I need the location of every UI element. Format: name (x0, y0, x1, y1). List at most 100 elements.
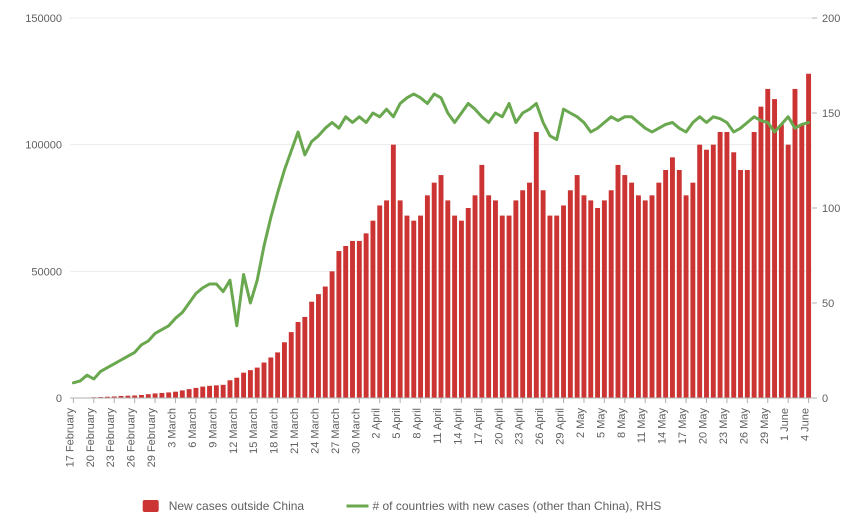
bar (547, 216, 552, 398)
x-tick-label: 26 February (126, 408, 138, 468)
x-tick-label: 14 May (657, 408, 669, 445)
bar (391, 145, 396, 398)
bar (452, 216, 457, 398)
bar (302, 317, 307, 398)
bar (289, 332, 294, 398)
x-tick-label: 21 March (289, 408, 301, 454)
y-right-tick-label: 100 (822, 203, 840, 215)
legend-label: New cases outside China (169, 499, 305, 513)
bar (241, 373, 246, 398)
bar (616, 165, 621, 398)
legend-swatch-bar (143, 500, 159, 512)
bar (282, 342, 287, 398)
bar (799, 124, 804, 398)
bar (309, 302, 314, 398)
bar (187, 389, 192, 398)
x-tick-label: 20 April (493, 408, 505, 445)
x-tick-label: 2 May (575, 408, 587, 438)
bar (173, 392, 178, 398)
bar (275, 352, 280, 398)
y-left-tick-label: 100000 (25, 140, 62, 152)
x-tick-label: 29 February (146, 408, 158, 468)
bar (166, 392, 171, 398)
bar (758, 107, 763, 398)
bar (296, 322, 301, 398)
x-tick-label: 18 March (269, 408, 281, 454)
x-tick-label: 11 May (636, 408, 648, 444)
bar (690, 183, 695, 398)
x-tick-label: 17 February (64, 408, 76, 468)
legend-label: # of countries with new cases (other tha… (373, 499, 662, 513)
bar (473, 195, 478, 398)
bar (684, 195, 689, 398)
bar (527, 183, 532, 398)
x-tick-label: 3 March (167, 408, 179, 448)
bar (629, 183, 634, 398)
bar (711, 145, 716, 398)
bar (323, 287, 328, 398)
bar (228, 380, 233, 398)
bar (656, 183, 661, 398)
bar (772, 99, 777, 398)
bar (650, 195, 655, 398)
bar (214, 385, 219, 398)
bar (765, 89, 770, 398)
bar (554, 216, 559, 398)
x-tick-label: 26 May (738, 408, 750, 445)
y-right-tick-label: 0 (822, 393, 828, 405)
bar (411, 221, 416, 398)
bar (595, 208, 600, 398)
bar (153, 393, 158, 398)
x-tick-label: 30 March (350, 408, 362, 454)
bar (731, 152, 736, 398)
bar (255, 368, 260, 398)
bar (316, 294, 321, 398)
bar (479, 165, 484, 398)
bar (513, 200, 518, 398)
bar (248, 370, 253, 398)
bar (793, 89, 798, 398)
dual-axis-chart: 05000010000015000005010015020017 Februar… (0, 0, 861, 530)
bar (588, 200, 593, 398)
bar (234, 378, 239, 398)
bar (330, 271, 335, 398)
y-right-tick-label: 50 (822, 298, 834, 310)
bar (602, 200, 607, 398)
x-tick-label: 24 March (309, 408, 321, 454)
bar (752, 132, 757, 398)
bar (575, 175, 580, 398)
x-tick-label: 6 March (187, 408, 199, 448)
x-tick-label: 8 April (412, 408, 424, 439)
bar (336, 251, 341, 398)
bar (398, 200, 403, 398)
y-left-tick-label: 0 (56, 393, 62, 405)
bar (779, 124, 784, 398)
bar (180, 390, 185, 398)
bar (146, 394, 151, 398)
bar (432, 183, 437, 398)
bar (724, 132, 729, 398)
bar (670, 157, 675, 398)
bar (534, 132, 539, 398)
bar (677, 170, 682, 398)
bar (561, 205, 566, 398)
bar (520, 190, 525, 398)
bar (507, 216, 512, 398)
bar (200, 387, 205, 398)
bar (636, 195, 641, 398)
bar (745, 170, 750, 398)
x-tick-label: 29 April (555, 408, 567, 445)
chart-svg: 05000010000015000005010015020017 Februar… (0, 0, 861, 530)
y-left-tick-label: 50000 (31, 266, 62, 278)
bar (697, 145, 702, 398)
bar (350, 241, 355, 398)
x-tick-label: 23 February (105, 408, 117, 468)
bar (493, 200, 498, 398)
x-tick-label: 1 June (779, 408, 791, 441)
bar (343, 246, 348, 398)
bar (643, 200, 648, 398)
bar (486, 195, 491, 398)
y-left-tick-label: 150000 (25, 13, 62, 25)
bar (405, 216, 410, 398)
bar (268, 357, 273, 398)
